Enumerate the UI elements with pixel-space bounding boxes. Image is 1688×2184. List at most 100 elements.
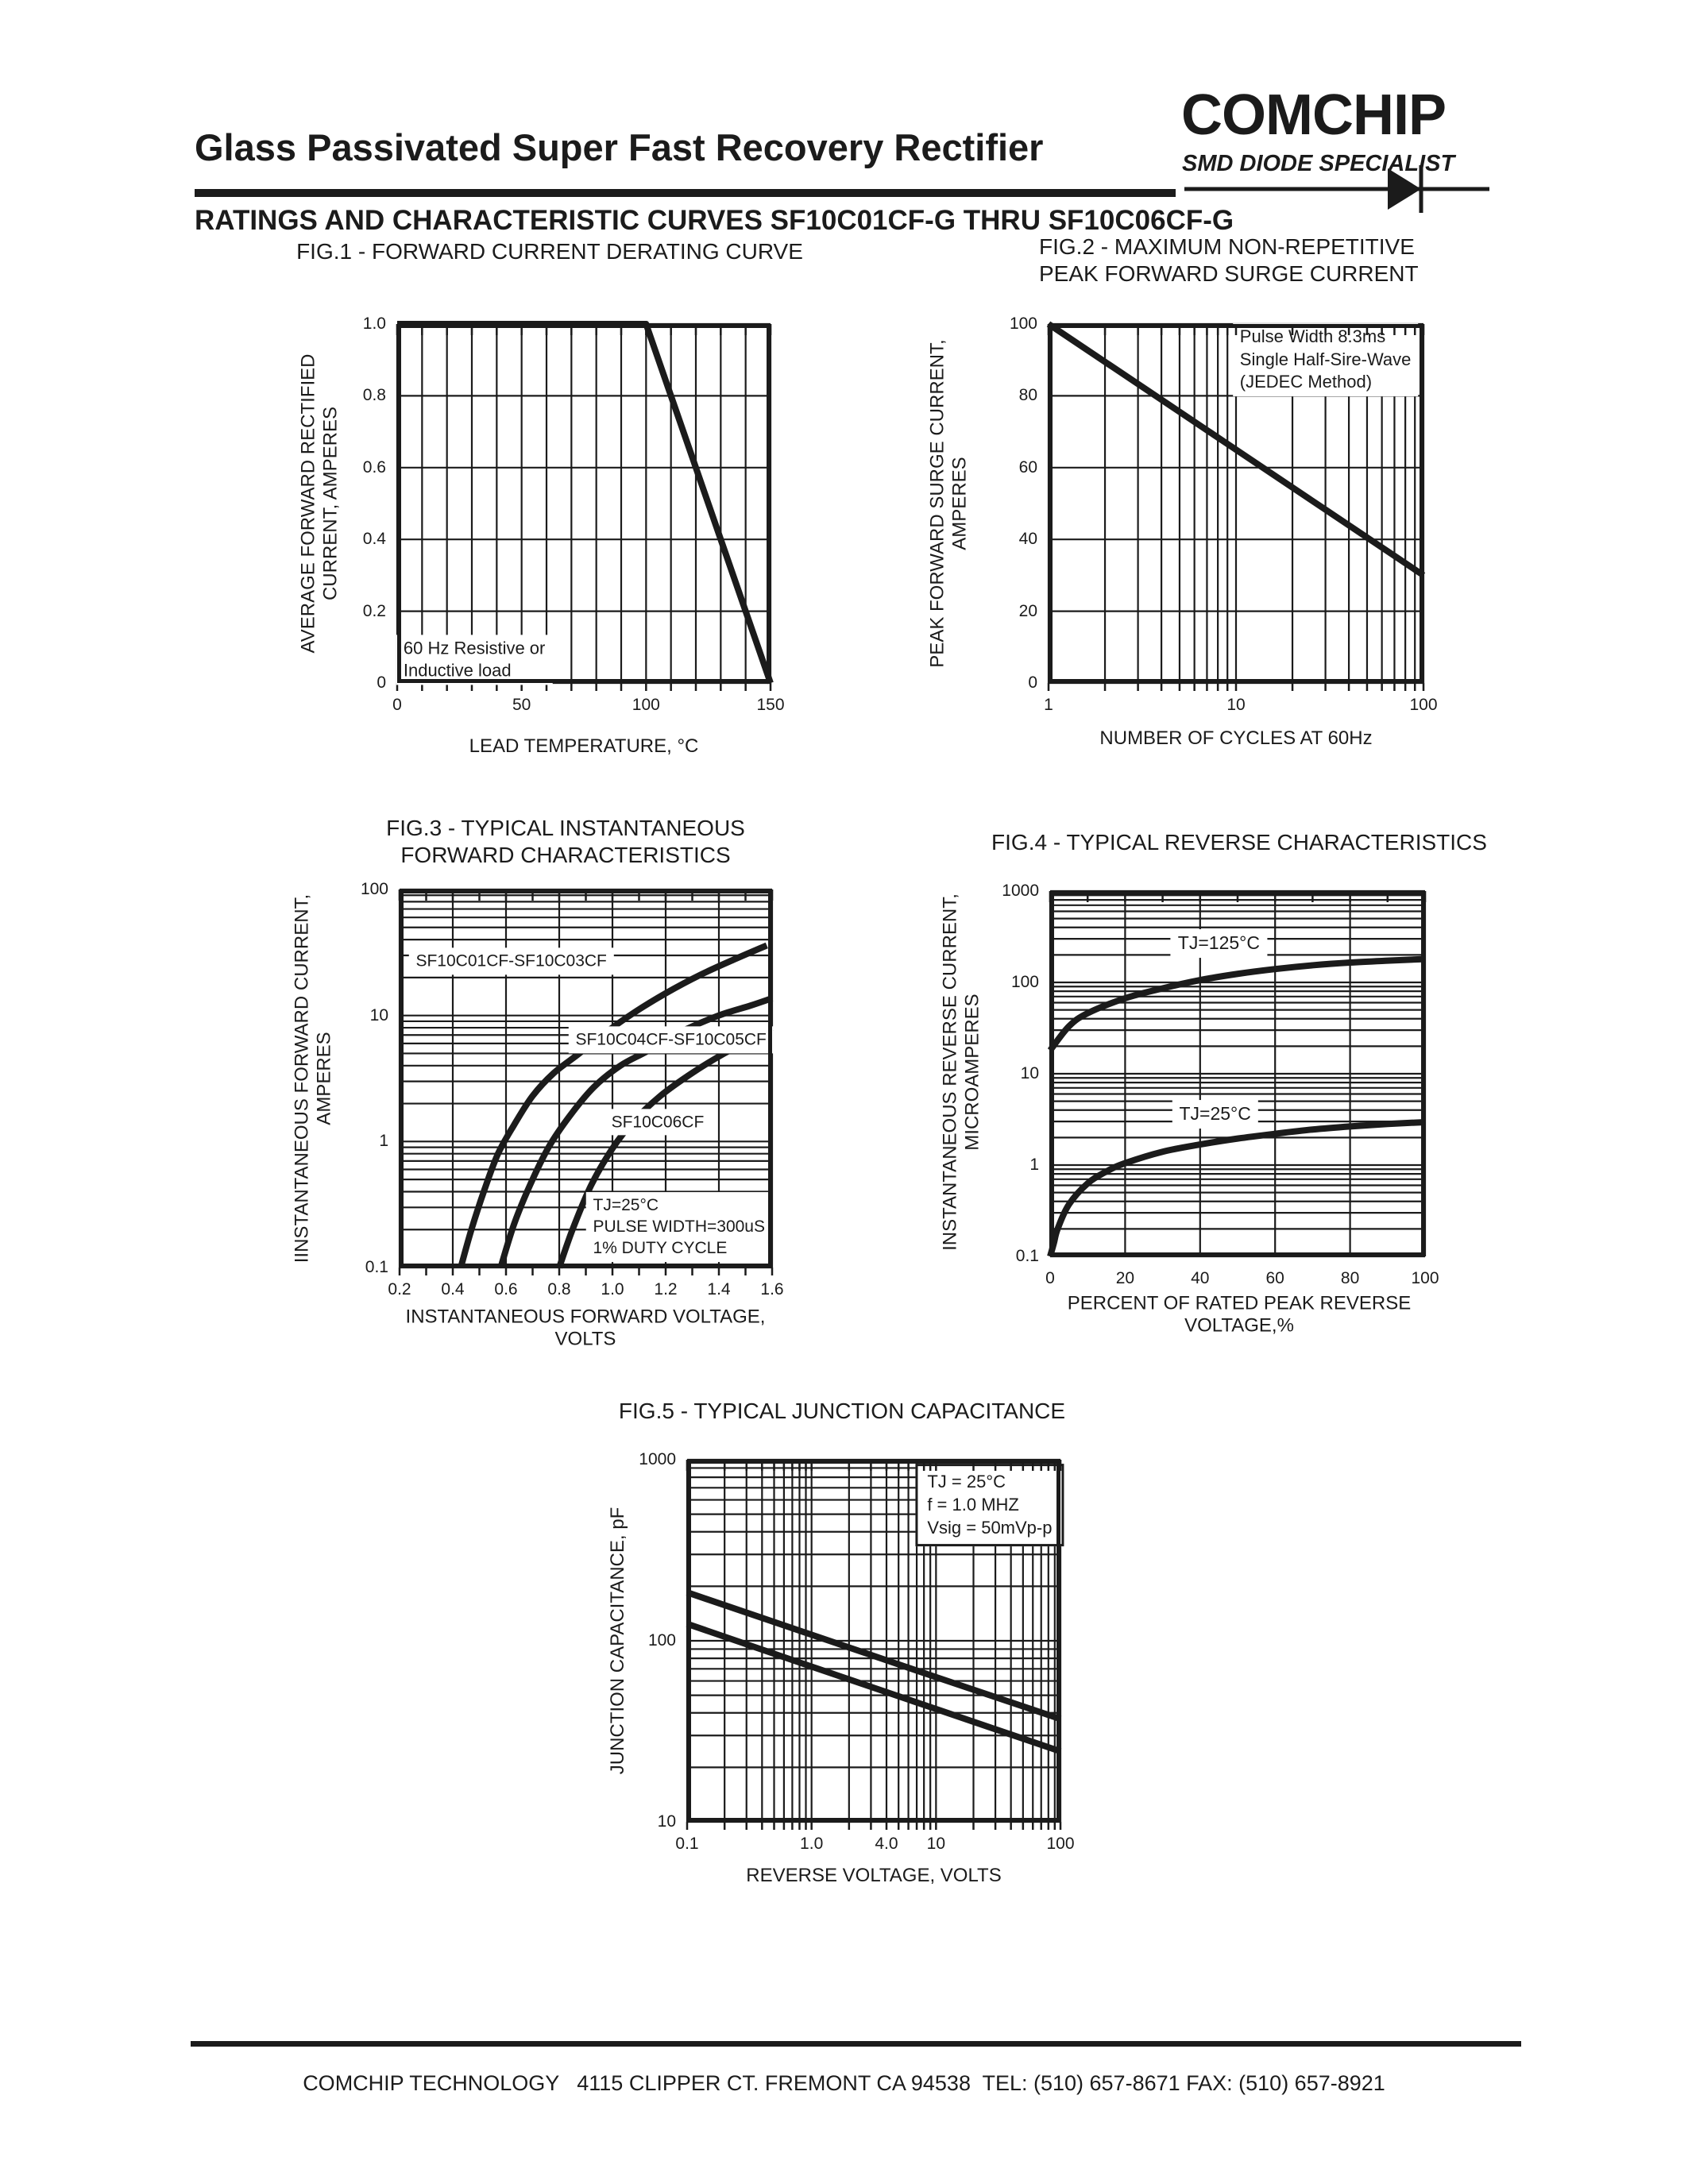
x-tick-label: 0 bbox=[1045, 1269, 1055, 1287]
plot-border bbox=[397, 324, 771, 683]
chart-annotation: SF10C01CF-SF10C03CF bbox=[408, 947, 614, 974]
plot-border bbox=[1050, 891, 1425, 1256]
x-tick-label: 10 bbox=[926, 1835, 946, 1853]
x-tick-label: 60 bbox=[1265, 1269, 1284, 1287]
y-tick-label: 10 bbox=[369, 1005, 388, 1024]
fig5-title: FIG.5 - TYPICAL JUNCTION CAPACITANCE bbox=[618, 1399, 1066, 1423]
x-tick-label: 1.6 bbox=[760, 1280, 784, 1298]
x-tick-label: 100 bbox=[1046, 1835, 1075, 1853]
x-tick-label: 100 bbox=[1409, 696, 1438, 714]
y-tick-label: 0 bbox=[1028, 673, 1037, 692]
x-axis-minor-ticks bbox=[1047, 683, 1425, 691]
x-tick-label: 80 bbox=[1340, 1269, 1360, 1287]
plot-border bbox=[687, 1460, 1060, 1822]
y-tick-label: 100 bbox=[360, 880, 388, 898]
fig5-plot-area: TJ = 25°C f = 1.0 MHZ Vsig = 50mVp-p 0.1 1… bbox=[639, 1450, 1074, 1853]
x-tick-label: 0.1 bbox=[675, 1835, 699, 1853]
fig1-x-axis-title: LEAD TEMPERATURE, °C bbox=[469, 735, 699, 758]
series-0 bbox=[1047, 955, 1426, 1053]
x-axis-minor-ticks bbox=[398, 1268, 774, 1275]
fig4-plot-area: TJ=125°C TJ=25°C 0 20 40 60 80 100 1000 100 10 1 0.1 bbox=[1002, 882, 1439, 1287]
fig5-y-axis-title: JUNCTION CAPACITANCE, pF bbox=[607, 1507, 629, 1775]
y-tick-label: 1 bbox=[379, 1132, 388, 1151]
fig1-plot-area: 60 Hz Resistive or Inductive load 0 50 100 1… bbox=[363, 314, 785, 714]
series-0 bbox=[686, 1589, 1062, 1723]
x-tick-label: 150 bbox=[756, 696, 785, 714]
fig2-plot-area: Pulse Width 8.3ms Single Half-Sire-Wave … bbox=[1010, 314, 1438, 714]
fig4-y-axis-title: INSTANTANEOUS REVERSE CURRENT, MICROAMPE… bbox=[939, 893, 983, 1251]
chart-annotation: TJ=25°C PULSE WIDTH=300uS 1% DUTY CYCLE bbox=[585, 1191, 773, 1262]
series-1 bbox=[1047, 1118, 1426, 1258]
x-tick-label: 1.0 bbox=[601, 1280, 624, 1298]
y-tick-label: 60 bbox=[1018, 457, 1037, 477]
brand-tagline: SMD DIODE SPECIALIST bbox=[1182, 151, 1455, 176]
y-tick-label: 80 bbox=[1018, 386, 1037, 405]
x-tick-label: 0 bbox=[392, 696, 402, 714]
y-tick-label: 20 bbox=[1018, 601, 1037, 620]
x-tick-label: 0.8 bbox=[547, 1280, 571, 1298]
x-axis-minor-ticks bbox=[396, 683, 772, 691]
footer-text: COMCHIP TECHNOLOGY 4115 CLIPPER CT. FREM… bbox=[303, 2071, 1385, 2095]
series-1 bbox=[497, 995, 774, 1269]
fig2-title: FIG.2 - MAXIMUM NON-REPETITIVE PEAK FORW… bbox=[1039, 234, 1419, 287]
page-title: Glass Passivated Super Fast Recovery Rec… bbox=[195, 126, 1044, 168]
x-tick-label: 1.2 bbox=[654, 1280, 678, 1298]
fig2-y-axis-title: PEAK FORWARD SURGE CURRENT, AMPERES bbox=[926, 339, 970, 668]
brand-logo: COMCHIP bbox=[1181, 83, 1447, 147]
chart-annotation: Pulse Width 8.3ms Single Half-Sire-Wave … bbox=[1232, 323, 1419, 397]
series-0 bbox=[458, 942, 768, 1269]
x-tick-label: 1.4 bbox=[707, 1280, 731, 1298]
y-tick-label: 1000 bbox=[1002, 882, 1039, 900]
chart-canvas bbox=[686, 1458, 1062, 1830]
series-0 bbox=[1046, 321, 1426, 578]
page-subtitle: RATINGS AND CHARACTERISTIC CURVES SF10C0… bbox=[195, 205, 1234, 236]
chart-canvas bbox=[1049, 891, 1427, 1256]
y-tick-label: 40 bbox=[1018, 530, 1037, 549]
x-tick-label: 1.0 bbox=[800, 1835, 824, 1853]
fig3-plot-area: SF10C01CF-SF10C03CF SF10C04CF-SF10C05CF SF… bbox=[361, 880, 784, 1298]
y-tick-label: 0.4 bbox=[362, 530, 386, 549]
chart-canvas bbox=[1046, 321, 1426, 691]
x-tick-label: 40 bbox=[1191, 1269, 1210, 1287]
x-tick-label: 0.6 bbox=[494, 1280, 518, 1298]
y-tick-label: 0 bbox=[377, 673, 386, 692]
chart-canvas bbox=[1047, 889, 1427, 1258]
x-axis-minor-ticks bbox=[686, 1822, 1062, 1830]
y-tick-label: 100 bbox=[647, 1631, 676, 1650]
fig4-x-axis-title: PERCENT OF RATED PEAK REVERSE VOLTAGE,% bbox=[1067, 1292, 1412, 1336]
y-tick-label: 100 bbox=[1010, 973, 1039, 991]
y-tick-label: 0.2 bbox=[362, 601, 386, 620]
chart-canvas bbox=[398, 888, 774, 1275]
x-tick-label: 10 bbox=[1226, 696, 1246, 714]
x-tick-label: 50 bbox=[512, 696, 531, 714]
y-tick-label: 0.1 bbox=[365, 1258, 388, 1276]
fig2-x-axis-title: NUMBER OF CYCLES AT 60Hz bbox=[1099, 727, 1373, 750]
chart-canvas bbox=[1047, 324, 1425, 683]
y-tick-label: 10 bbox=[1020, 1064, 1039, 1082]
fig3-y-axis-title: IINSTANTANEOUS FORWARD CURRENT, AMPERES bbox=[291, 893, 334, 1264]
fig4-title: FIG.4 - TYPICAL REVERSE CHARACTERISTICS bbox=[991, 830, 1487, 855]
chart-canvas bbox=[686, 1460, 1062, 1822]
y-tick-label: 100 bbox=[1009, 314, 1037, 333]
chart-canvas bbox=[396, 324, 772, 683]
x-tick-label: 1 bbox=[1044, 696, 1053, 714]
fig5-x-axis-title: REVERSE VOLTAGE, VOLTS bbox=[746, 1865, 1002, 1887]
header-rule bbox=[195, 189, 1176, 197]
chart-annotation: 60 Hz Resistive or Inductive load bbox=[396, 635, 553, 685]
chart-canvas bbox=[398, 889, 774, 1268]
diode-icon bbox=[1184, 165, 1489, 213]
fig1-y-axis-title: AVERAGE FORWARD RECTIFIED CURRENT, AMPER… bbox=[297, 353, 341, 654]
fig3-title: FIG.3 - TYPICAL INSTANTANEOUS FORWARD CH… bbox=[386, 816, 745, 868]
chart-annotation: SF10C04CF-SF10C05CF bbox=[568, 1026, 774, 1054]
chart-annotation: SF10C06CF bbox=[604, 1109, 712, 1136]
fig3-x-axis-title: INSTANTANEOUS FORWARD VOLTAGE, VOLTS bbox=[405, 1306, 766, 1349]
y-tick-label: 0.8 bbox=[362, 386, 386, 405]
chart-annotation: TJ=25°C bbox=[1172, 1100, 1258, 1129]
chart-annotation: TJ = 25°C f = 1.0 MHZ Vsig = 50mVp-p bbox=[915, 1464, 1064, 1547]
y-tick-label: 0.1 bbox=[1015, 1247, 1039, 1265]
plot-border bbox=[1049, 324, 1423, 683]
y-tick-label: 1000 bbox=[639, 1450, 676, 1468]
x-tick-label: 100 bbox=[632, 696, 660, 714]
x-tick-label: 0.2 bbox=[388, 1280, 411, 1298]
